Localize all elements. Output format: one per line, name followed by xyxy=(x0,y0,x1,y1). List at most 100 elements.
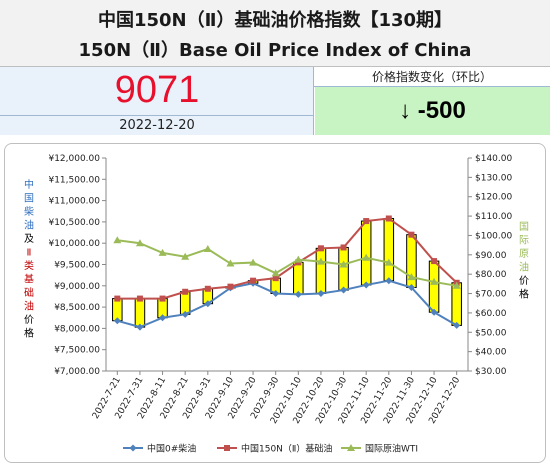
square-marker xyxy=(114,295,121,302)
series-line-1 xyxy=(117,217,458,300)
triangle-marker xyxy=(294,255,303,263)
diamond-marker xyxy=(204,300,212,308)
left-tick-label: ¥10,500.00 xyxy=(48,218,100,228)
price-chart: ¥7,000.00 ¥7,500.00 ¥8,000.00 ¥8,500.00 ¥9,0… xyxy=(24,154,529,455)
right-tick-label: $30.00 xyxy=(475,367,507,377)
axis-label-char: 柴 xyxy=(24,205,34,218)
axis-label-char: 油 xyxy=(519,261,529,274)
range-bar xyxy=(134,298,146,328)
left-tick-label: ¥9,000.00 xyxy=(54,282,100,292)
left-tick-label: ¥11,000.00 xyxy=(48,197,100,207)
diamond-marker xyxy=(362,281,370,289)
series-line-0 xyxy=(117,279,458,329)
axis-label-char: 及 xyxy=(24,233,34,245)
chart-frame: ¥7,000.00 ¥7,500.00 ¥8,000.00 ¥8,500.00 ¥9,0… xyxy=(4,143,546,463)
range-bar xyxy=(383,217,395,282)
diamond-marker xyxy=(340,286,348,294)
range-bar xyxy=(338,246,349,291)
right-tick-label: $90.00 xyxy=(475,251,507,261)
change-label: 价格指数变化（环比） xyxy=(371,70,492,84)
axis-label-char: 际 xyxy=(519,235,529,247)
left-tick-label: ¥8,500.00 xyxy=(54,303,100,313)
axis-label-char: 价 xyxy=(519,275,529,287)
range-bar xyxy=(428,260,440,313)
diamond-marker xyxy=(129,444,137,452)
range-bar xyxy=(360,220,372,286)
triangle-marker xyxy=(271,269,280,277)
square-marker xyxy=(204,285,211,292)
header: 中国150N（Ⅱ）基础油价格指数【130期】 150N（Ⅱ）Base Oil P… xyxy=(0,0,550,67)
triangle-marker xyxy=(362,253,371,261)
legend-label: 中国0#柴油 xyxy=(147,443,196,455)
square-marker xyxy=(431,258,438,265)
left-tick-label: ¥7,500.00 xyxy=(54,346,100,356)
diamond-marker xyxy=(113,317,121,325)
right-tick-label: $140.00 xyxy=(475,154,512,164)
left-tick-label: ¥10,000.00 xyxy=(48,239,100,249)
right-tick-label: $110.00 xyxy=(475,212,512,222)
diamond-marker xyxy=(317,289,325,297)
left-tick-label: ¥9,500.00 xyxy=(54,261,100,271)
index-date: 2022-12-20 xyxy=(0,115,314,133)
triangle-marker xyxy=(135,239,144,247)
square-marker xyxy=(317,245,324,252)
axis-label-char: 国 xyxy=(24,193,34,205)
legend-label: 国际原油WTI xyxy=(365,443,418,455)
axis-label-char: 原 xyxy=(519,248,529,260)
triangle-marker xyxy=(226,259,235,267)
triangle-marker xyxy=(339,260,348,268)
triangle-marker xyxy=(347,444,355,451)
range-bar xyxy=(451,282,462,326)
diamond-marker xyxy=(294,290,302,298)
left-tick-label: ¥8,000.00 xyxy=(54,324,100,334)
series-line-2 xyxy=(117,239,457,287)
left-tick-label: ¥11,500.00 xyxy=(48,175,100,185)
square-marker xyxy=(272,275,279,282)
square-marker xyxy=(136,295,143,302)
square-marker xyxy=(250,277,257,284)
triangle-marker xyxy=(249,258,258,266)
right-tick-label: $100.00 xyxy=(475,231,512,241)
triangle-marker xyxy=(384,258,393,266)
triangle-marker xyxy=(452,281,461,289)
axis-label-char: 基 xyxy=(24,273,34,286)
diamond-marker xyxy=(181,310,189,318)
change-label-panel: 价格指数变化（环比） xyxy=(314,67,550,87)
diamond-marker xyxy=(136,323,144,331)
triangle-marker xyxy=(407,273,416,281)
square-marker xyxy=(340,244,347,251)
diamond-marker xyxy=(385,277,393,285)
triangle-marker xyxy=(158,248,167,256)
right-tick-label: $60.00 xyxy=(475,309,507,319)
range-bar xyxy=(315,247,327,294)
square-marker xyxy=(182,288,189,295)
axis-label-char: 格 xyxy=(519,288,529,301)
diamond-marker xyxy=(272,289,280,297)
triangle-marker xyxy=(113,236,122,244)
title-english: 150N（Ⅱ）Base Oil Price Index of China xyxy=(78,40,472,61)
square-marker xyxy=(159,295,166,302)
index-value: 9071 xyxy=(114,69,200,111)
triangle-marker xyxy=(430,277,439,285)
diamond-marker xyxy=(407,284,415,292)
axis-label-char: 中 xyxy=(24,178,34,191)
right-tick-label: $70.00 xyxy=(475,290,507,300)
square-marker xyxy=(227,283,234,290)
axis-label-char: 油 xyxy=(24,300,34,313)
right-tick-label: $50.00 xyxy=(475,328,507,338)
diamond-marker xyxy=(159,314,167,322)
right-tick-label: $40.00 xyxy=(475,348,507,358)
range-bar xyxy=(293,261,304,295)
square-marker xyxy=(224,445,230,451)
diamond-marker xyxy=(453,321,461,329)
triangle-marker xyxy=(203,245,212,253)
left-tick-label: ¥12,000.00 xyxy=(48,154,100,164)
axis-label-char: 油 xyxy=(24,219,34,232)
diamond-marker xyxy=(430,308,438,316)
legend-label: 中国150N（Ⅱ）基础油 xyxy=(241,443,332,455)
change-value-panel: ↓ -500 xyxy=(315,87,550,135)
axis-label-char: 础 xyxy=(24,287,34,299)
square-marker xyxy=(363,218,370,225)
